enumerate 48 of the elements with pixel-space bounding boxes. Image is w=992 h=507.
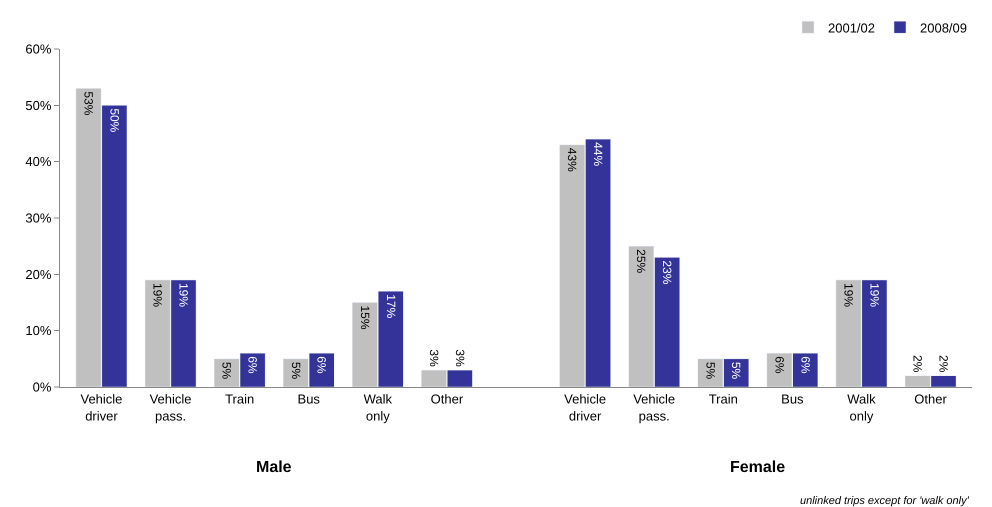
y-tick-label: 10% — [25, 323, 52, 338]
data-label: 5% — [729, 362, 744, 380]
data-label: 43% — [565, 148, 580, 172]
data-label: 3% — [452, 349, 467, 368]
x-tick-label: Bus — [781, 392, 804, 407]
legend-label: 2008/09 — [920, 20, 967, 36]
y-tick-label: 20% — [25, 266, 52, 282]
data-label: 6% — [772, 356, 786, 374]
data-label: 6% — [798, 356, 812, 374]
data-label: 19% — [842, 282, 856, 308]
data-label: 19% — [867, 282, 882, 308]
data-label: 23% — [660, 260, 674, 285]
y-tick-label: 50% — [25, 98, 52, 113]
data-label: 25% — [634, 249, 648, 274]
y-tick-label: 40% — [25, 154, 52, 170]
data-label: 15% — [358, 306, 372, 330]
data-label: 2% — [910, 355, 925, 373]
data-label: 3% — [426, 349, 441, 368]
y-tick-label: 30% — [25, 210, 52, 226]
x-tick-label: Vehicle driver — [80, 392, 122, 424]
x-tick-label: Other — [430, 392, 464, 407]
data-label: 6% — [314, 356, 329, 374]
x-tick-label: Train — [708, 392, 738, 407]
x-tick-label: Vehicle driver — [564, 392, 606, 424]
data-label: 17% — [384, 294, 398, 319]
y-tick-label: 0% — [32, 380, 52, 395]
data-label: 19% — [150, 282, 165, 308]
data-label: 6% — [246, 356, 260, 374]
data-label: 5% — [288, 362, 303, 380]
x-tick-label: Vehicle pass. — [150, 392, 192, 424]
text: Female — [730, 459, 786, 476]
data-label: 5% — [220, 362, 234, 380]
x-tick-label: Bus — [298, 392, 320, 407]
legend-label: 2001/02 — [828, 20, 875, 36]
data-label: 53% — [82, 91, 96, 116]
x-tick-label: Train — [225, 392, 254, 407]
x-tick-label: Vehicle pass. — [633, 392, 676, 424]
text: unlinked trips except for 'walk only' — [800, 495, 970, 507]
data-label: 5% — [703, 362, 718, 380]
x-tick-label: Walk only — [364, 392, 393, 424]
text: Male — [256, 459, 292, 476]
data-label: 50% — [107, 108, 122, 133]
x-tick-label: Other — [914, 392, 948, 407]
y-tick-label: 60% — [25, 42, 52, 57]
data-label: 44% — [591, 142, 606, 166]
data-label: 19% — [176, 282, 190, 308]
x-tick-label: Walk only — [847, 392, 876, 424]
data-label: 2% — [936, 355, 950, 373]
